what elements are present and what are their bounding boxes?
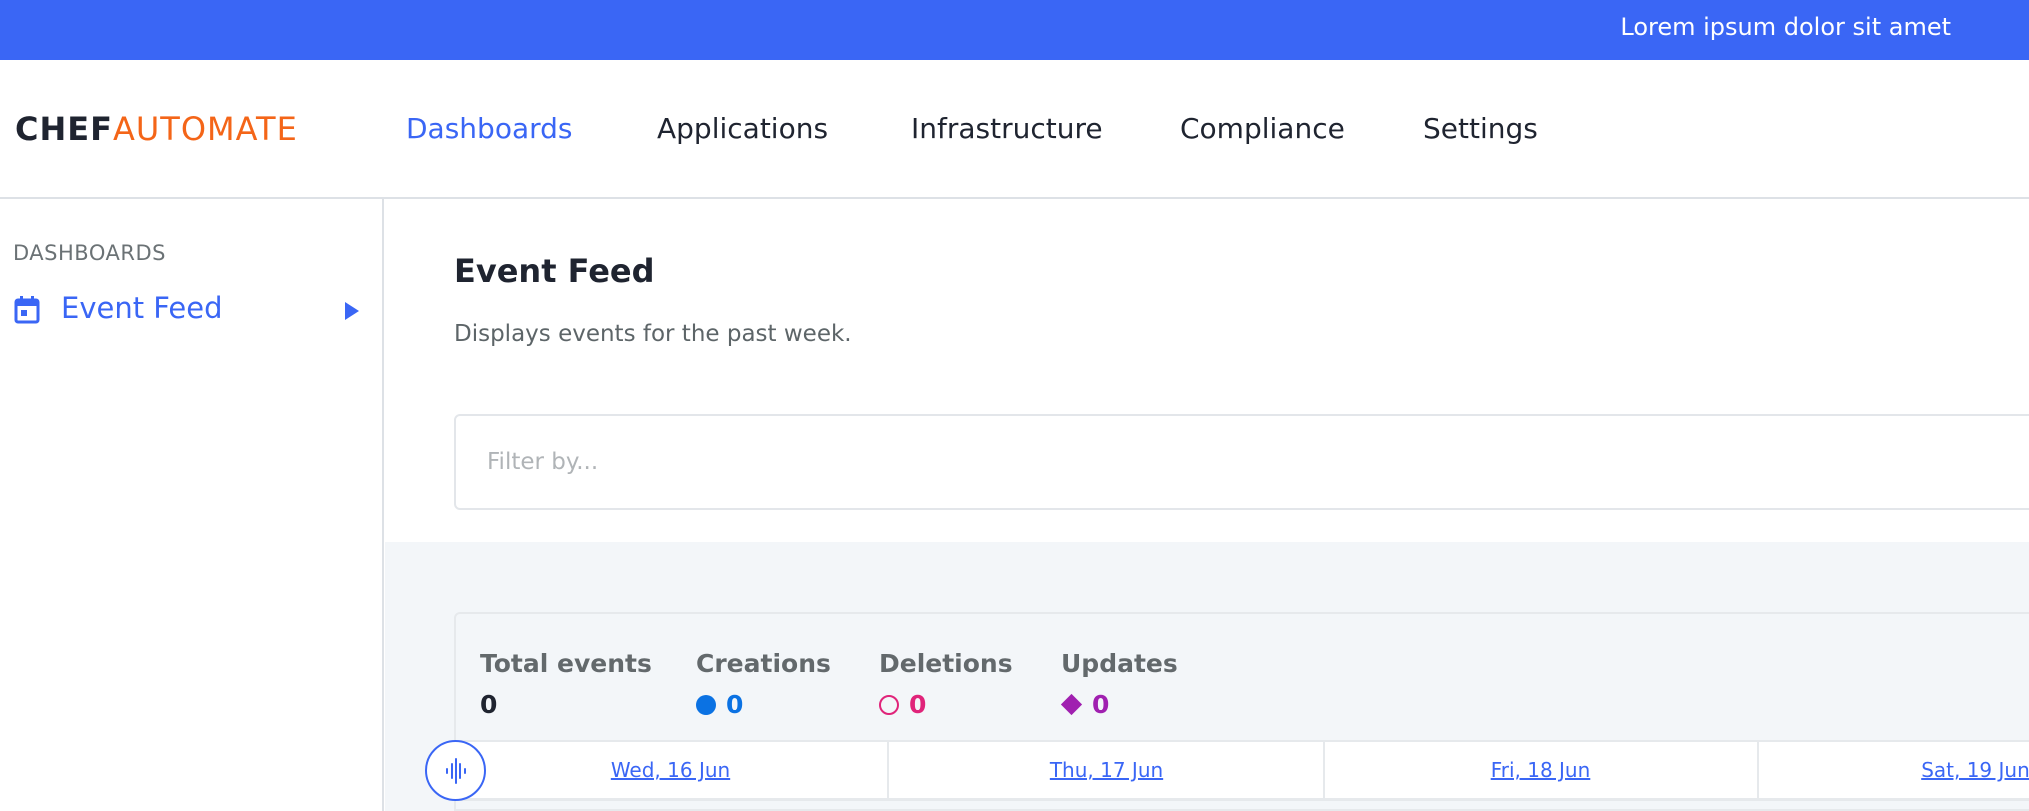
calendar-icon <box>14 296 40 324</box>
date-header-row: Wed, 16 Jun Thu, 17 Jun Fri, 18 Jun Sat,… <box>454 740 2029 801</box>
chef-automate-logo[interactable]: CHEFAUTOMATE <box>15 110 298 148</box>
date-column: Thu, 17 Jun <box>890 742 1325 800</box>
date-column: Wed, 16 Jun <box>454 742 889 800</box>
nav-compliance[interactable]: Compliance <box>1180 112 1345 145</box>
stat-updates: Updates 0 <box>1060 649 1178 719</box>
sidebar-heading: DASHBOARDS <box>13 241 166 265</box>
caret-right-icon <box>345 302 359 320</box>
stat-total-events: Total events 0 <box>480 649 652 719</box>
hollow-circle-icon <box>879 694 899 715</box>
filled-circle-icon <box>696 694 716 715</box>
date-link[interactable]: Fri, 18 Jun <box>1490 758 1591 782</box>
stat-creations: Creations 0 <box>696 649 831 719</box>
top-banner: Lorem ipsum dolor sit amet <box>0 0 2029 60</box>
nav-settings[interactable]: Settings <box>1423 112 1538 145</box>
sidebar: DASHBOARDS Event Feed <box>0 199 384 811</box>
sidebar-item-label: Event Feed <box>61 291 223 325</box>
sidebar-item-event-feed[interactable]: Event Feed <box>14 291 359 331</box>
main-nav: CHEFAUTOMATE Dashboards Applications Inf… <box>0 60 2029 199</box>
date-column: Fri, 18 Jun <box>1324 742 1759 800</box>
date-link[interactable]: Wed, 16 Jun <box>610 758 731 782</box>
date-link[interactable]: Sat, 19 Jun <box>1921 758 2029 782</box>
diamond-icon <box>1060 693 1083 716</box>
date-link[interactable]: Thu, 17 Jun <box>1049 758 1164 782</box>
event-pulse-button[interactable] <box>425 740 486 801</box>
banner-text: Lorem ipsum dolor sit amet <box>1620 13 1951 41</box>
date-column: Sat, 19 Jun <box>1758 742 2029 800</box>
waveform-icon <box>445 757 466 784</box>
nav-applications[interactable]: Applications <box>657 112 829 145</box>
filter-input[interactable] <box>454 414 2029 510</box>
page-subtitle: Displays events for the past week. <box>454 321 852 347</box>
page-title: Event Feed <box>454 252 655 290</box>
nav-dashboards[interactable]: Dashboards <box>406 112 573 145</box>
nav-infrastructure[interactable]: Infrastructure <box>911 112 1103 145</box>
stat-deletions: Deletions 0 <box>879 649 1013 719</box>
